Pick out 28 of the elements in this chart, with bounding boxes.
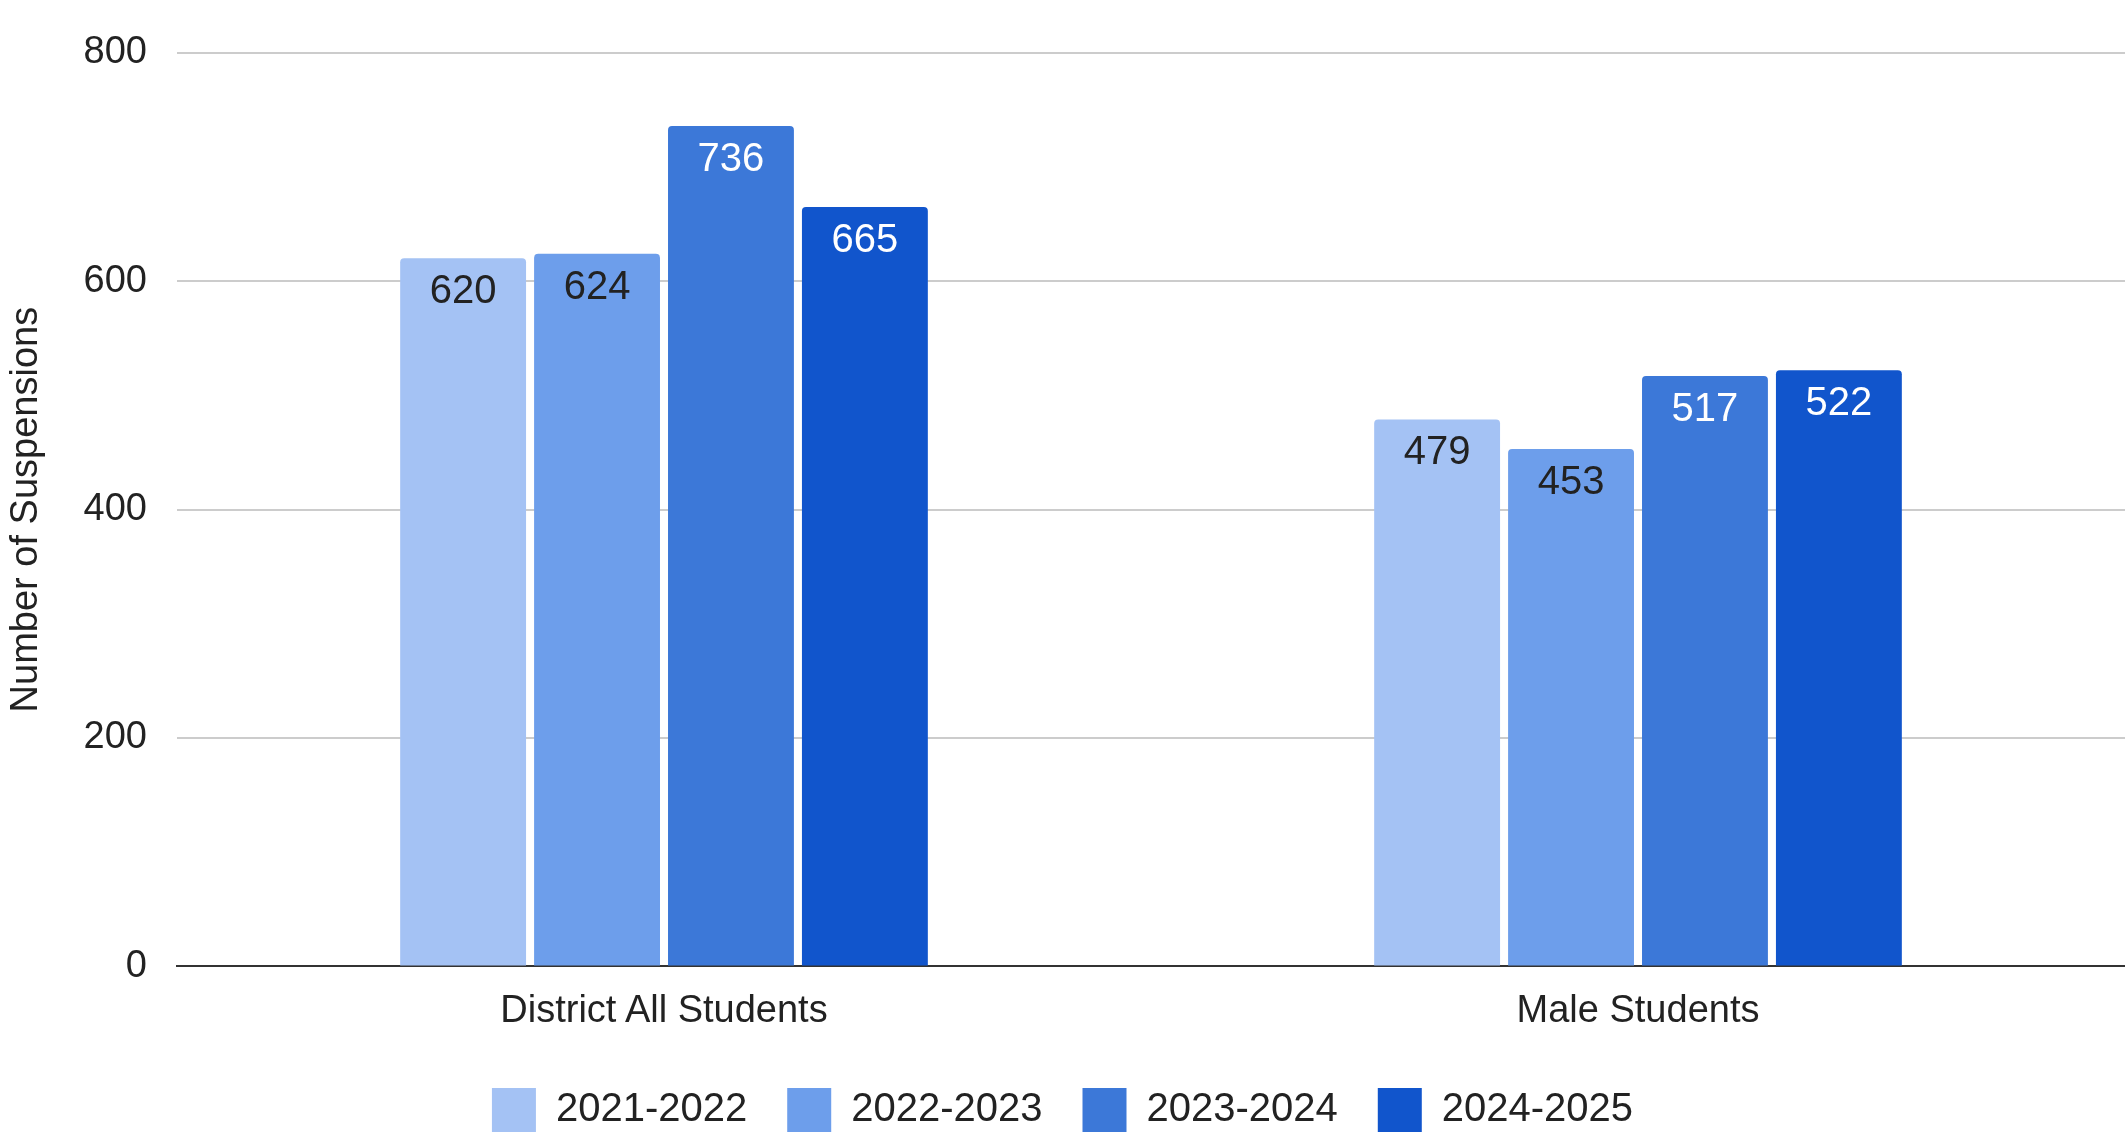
data-label: 517 — [1671, 385, 1739, 430]
legend-label: 2023-2024 — [1146, 1085, 1338, 1130]
bar — [1508, 449, 1634, 966]
bar — [400, 258, 527, 966]
x-tick-label: Male Students — [1516, 987, 1760, 1030]
y-tick-label: 800 — [83, 29, 147, 72]
data-label: 736 — [697, 134, 765, 179]
bar — [668, 125, 794, 966]
legend-label: 2024-2025 — [1441, 1085, 1634, 1130]
x-tick-label: District All Students — [500, 987, 828, 1030]
bar — [534, 253, 660, 966]
bar — [1775, 370, 1902, 966]
data-label: 620 — [429, 267, 497, 312]
y-tick-label: 0 — [125, 942, 147, 985]
data-label: 624 — [563, 262, 631, 307]
legend-label: 2021-2022 — [555, 1085, 748, 1130]
bar — [801, 206, 928, 966]
y-axis-title: Number of Suspensions — [3, 306, 46, 713]
data-label: 665 — [831, 216, 899, 260]
y-tick-label: 600 — [83, 257, 147, 300]
bar — [1642, 375, 1768, 966]
bar — [1374, 419, 1501, 966]
y-tick-label: 200 — [83, 714, 147, 757]
data-label: 453 — [1537, 458, 1605, 503]
data-label: 522 — [1805, 379, 1873, 424]
legend-label: 2022-2023 — [851, 1085, 1043, 1130]
data-label: 479 — [1403, 428, 1471, 473]
y-tick-label: 400 — [83, 486, 147, 529]
